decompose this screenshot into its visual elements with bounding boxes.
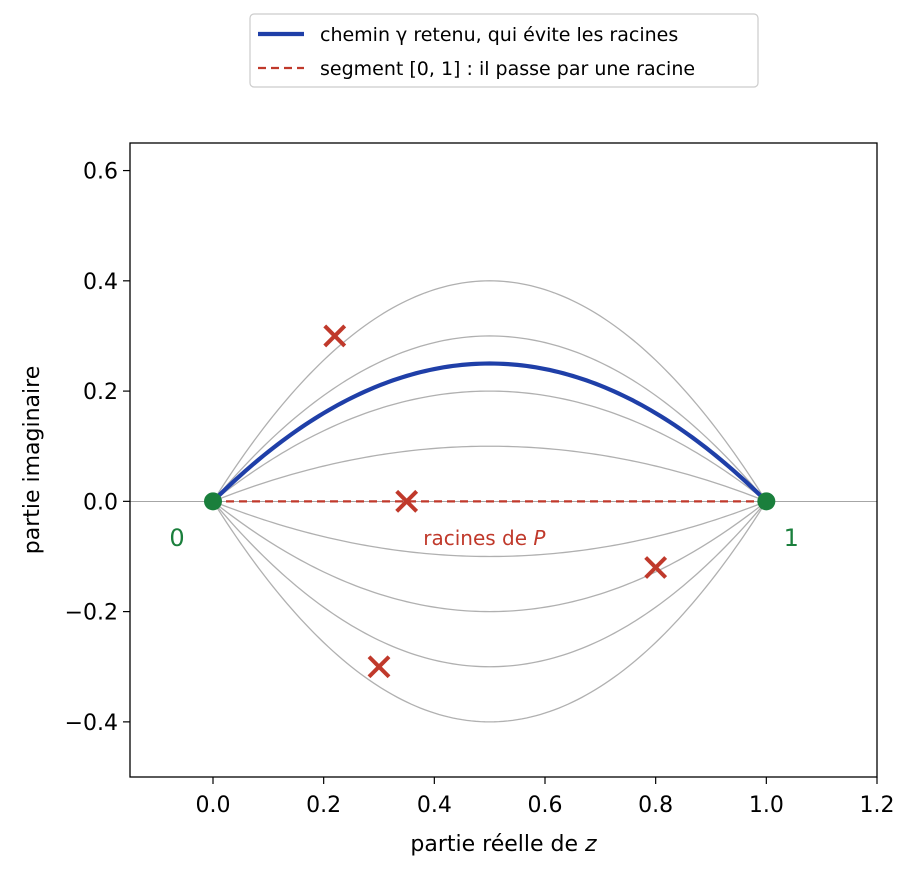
family-path-2: [212, 390, 767, 502]
root-x-stroke-b: [367, 655, 391, 679]
x-axis-label-var: z: [584, 832, 597, 857]
y-tick-label-0: −0.4: [65, 711, 118, 736]
y-tick-label-5: 0.6: [83, 160, 118, 185]
y-tick-label-4: 0.4: [83, 270, 118, 295]
root-x-stroke-b: [395, 489, 419, 513]
x-tick-label-2: 0.4: [417, 793, 452, 818]
x-tick-label-0: 0.0: [196, 793, 231, 818]
y-axis-label: partie imaginaire: [20, 366, 45, 555]
x-tick-label-3: 0.6: [528, 793, 563, 818]
family-path-4: [212, 500, 767, 558]
x-tick-label-1: 0.2: [306, 793, 341, 818]
roots-label-main: racines de: [423, 526, 533, 550]
endpoint-label-1: 1: [784, 524, 799, 552]
legend: chemin γ retenu, qui évite les racines se…: [249, 13, 759, 88]
root-marker-1: [395, 489, 419, 513]
root-x-stroke-b: [644, 556, 668, 579]
family-path-1: [212, 335, 767, 502]
x-tick-label-4: 0.8: [638, 793, 673, 818]
x-axis-label: partie réelle de z: [410, 832, 597, 857]
root-x-stroke-b: [323, 324, 347, 348]
x-tick-label-5: 1.0: [749, 793, 784, 818]
family-path-5: [212, 500, 767, 613]
root-marker-3: [367, 655, 391, 679]
family-path-7: [212, 501, 767, 723]
family-path-0: [212, 280, 767, 502]
endpoint-dot-0: [204, 492, 222, 511]
root-marker-2: [644, 556, 668, 579]
legend-label-1: segment [0, 1] : il passe par une racine: [320, 58, 695, 80]
legend-label-0: chemin γ retenu, qui évite les racines: [320, 24, 678, 46]
y-tick-label-1: −0.2: [65, 601, 118, 626]
chosen-path-gamma: [211, 361, 768, 503]
plot-area: [130, 280, 877, 723]
endpoint-label-0: 0: [169, 524, 184, 552]
legend-box: [249, 13, 759, 88]
plot-frame: [129, 142, 878, 778]
y-tick-label-3: 0.2: [83, 380, 118, 405]
root-marker-0: [323, 324, 347, 348]
endpoint-dot-1: [757, 492, 776, 511]
x-axis-label-main: partie réelle de: [410, 832, 585, 857]
family-path-3: [212, 445, 767, 502]
roots-label: racines de P: [423, 526, 546, 550]
family-path-6: [212, 500, 767, 668]
roots-label-var: P: [533, 526, 546, 550]
y-tick-label-2: 0.0: [83, 490, 118, 515]
x-tick-label-6: 1.2: [860, 793, 895, 818]
